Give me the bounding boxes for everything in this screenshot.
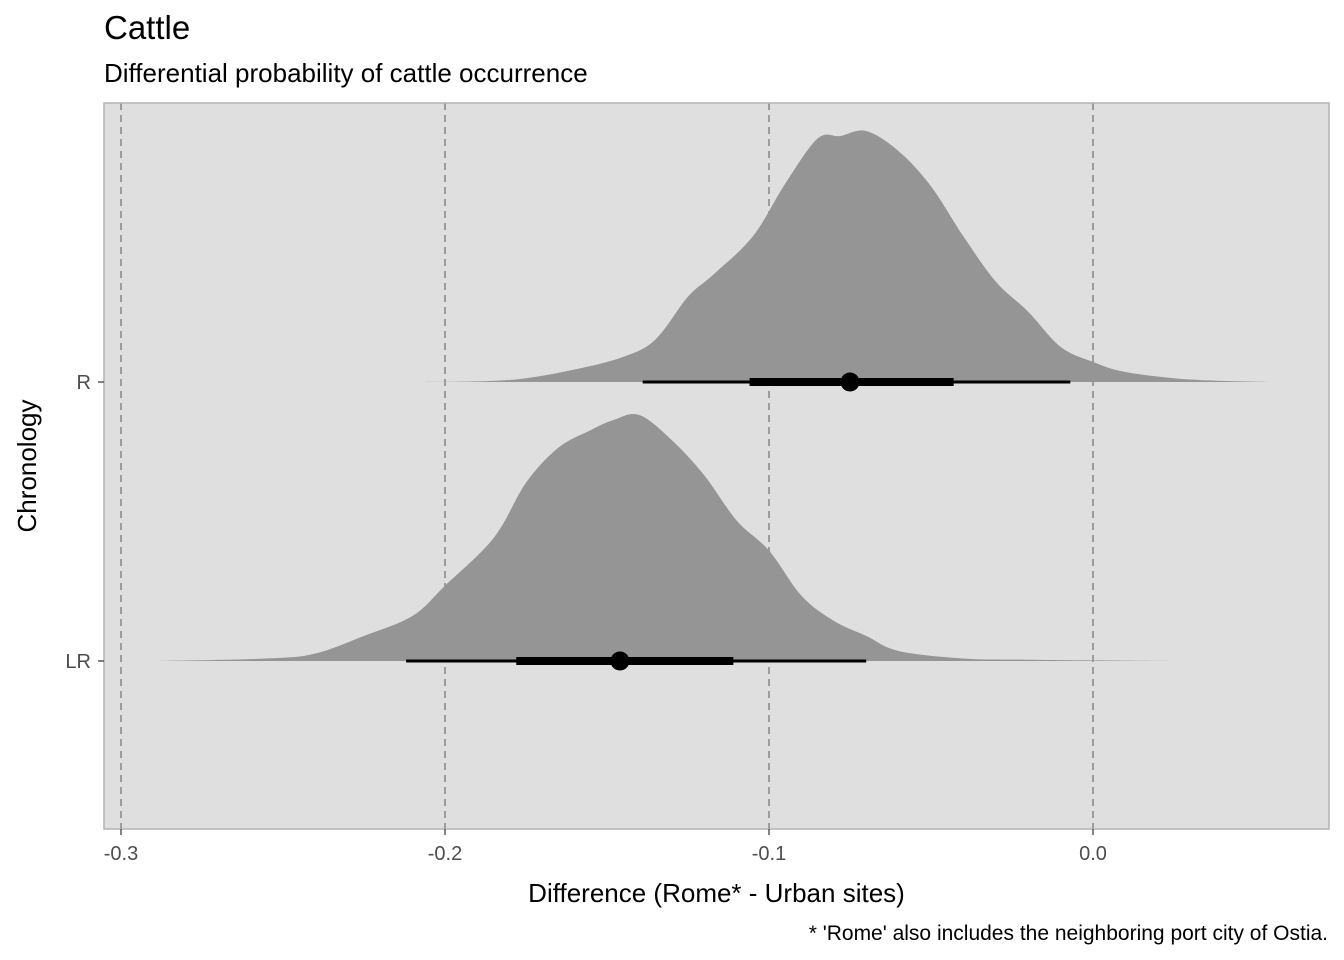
interval-layer [406,372,1071,671]
density-layer [153,130,1272,661]
chart-subtitle: Differential probability of cattle occur… [104,58,588,88]
chart-title: Cattle [104,9,191,46]
point-estimate-r [840,372,860,392]
x-axis-title: Difference (Rome* - Urban sites) [528,878,905,908]
x-tick-label: -0.1 [752,843,786,865]
x-tick-label: -0.3 [104,843,138,865]
panel-background [104,103,1329,829]
y-axis-title: Chronology [12,400,42,533]
y-tick-label-lr: LR [65,651,91,673]
axis-layer: -0.3 -0.2 -0.1 0.0 R LR [65,372,1106,865]
y-tick-label-r: R [77,372,91,394]
panel-border [103,102,1330,830]
chart-caption: * 'Rome' also includes the neighboring p… [808,922,1328,945]
grid-lines [120,103,1094,829]
density-r [422,130,1272,382]
x-tick-label: -0.2 [428,843,462,865]
point-estimate-lr [610,651,630,671]
x-tick-label: 0.0 [1079,843,1107,865]
density-lr [153,414,1171,661]
